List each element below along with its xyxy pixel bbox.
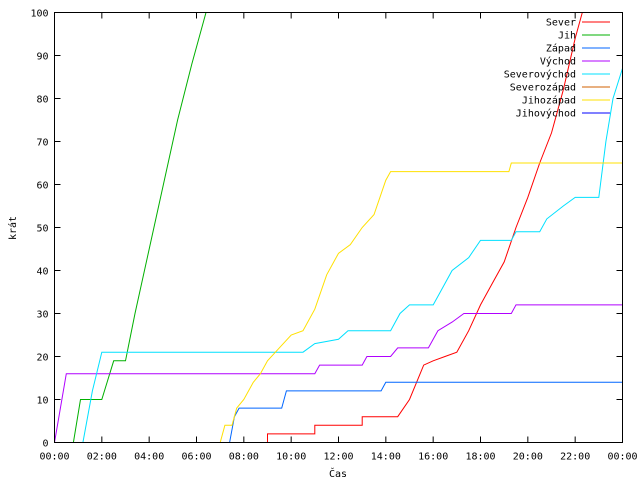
legend-label: Západ [546,43,576,55]
x-tick-label: 04:00 [134,452,164,463]
legend-label: Východ [540,56,576,68]
y-tick-label: 80 [36,95,48,106]
x-tick-label: 22:00 [560,452,590,463]
y-tick-label: 10 [36,396,48,407]
legend-label: Severovýchod [504,69,576,81]
y-axis-label: krát [7,216,19,240]
legend-label: Jihozápad [522,95,576,107]
series-line-3 [54,304,623,443]
legend-label: Sever [546,18,576,29]
x-tick-label: 20:00 [513,452,543,463]
legend-label: Jih [558,31,576,42]
x-axis-label: Čas [329,467,347,480]
legend-label: Jihovýchod [516,108,576,120]
x-tick-label: 16:00 [418,452,448,463]
y-tick-label: 20 [36,353,48,364]
y-tick-label: 50 [36,224,48,235]
y-tick-label: 0 [42,439,48,450]
x-tick-label: 18:00 [465,452,495,463]
series-line-6 [219,162,623,443]
x-tick-label: 00:00 [607,452,637,463]
series-line-1 [72,12,207,443]
series-line-4 [82,68,623,443]
axis-ticks [54,12,623,443]
y-tick-label: 100 [30,9,48,20]
x-tick-label: 08:00 [229,452,259,463]
x-tick-label: 00:00 [39,452,69,463]
plot-lines [54,12,623,443]
y-tick-label: 40 [36,267,48,278]
x-tick-label: 06:00 [181,452,211,463]
y-tick-label: 30 [36,310,48,321]
x-tick-label: 02:00 [87,452,117,463]
y-tick-label: 70 [36,138,48,149]
x-tick-label: 10:00 [276,452,306,463]
y-tick-label: 90 [36,52,48,63]
legend: Sever JihZápadVýchodSeverovýchodSeverozáp… [504,18,610,120]
y-tick-label: 60 [36,181,48,192]
legend-label: Severozápad [510,82,576,94]
series-line-0 [267,12,583,443]
axis-tick-labels: 00:00 02:00 04:00 06:00 08:00 10:00 12:00 14:00… [30,9,637,463]
x-tick-label: 12:00 [323,452,353,463]
x-tick-label: 14:00 [371,452,401,463]
